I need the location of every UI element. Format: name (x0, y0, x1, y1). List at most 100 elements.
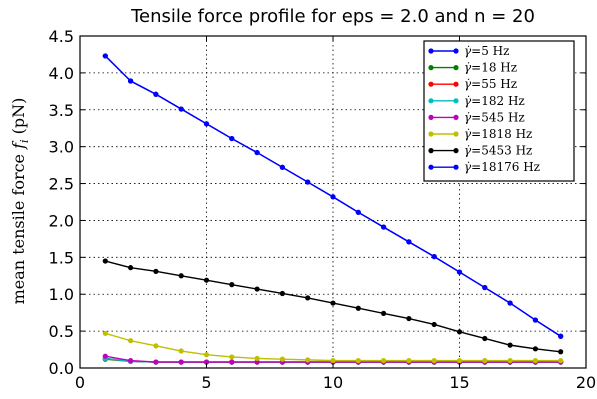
legend-item-1: γ̇=5 Hz (428, 44, 509, 58)
legend-label: γ̇=5 Hz (464, 44, 509, 58)
data-point (558, 333, 564, 339)
y-axis-label-var: f (9, 140, 28, 150)
legend-item-2: γ̇=18 Hz (428, 61, 517, 75)
legend: γ̇=5 Hzγ̇=18 Hzγ̇=55 Hzγ̇=182 Hzγ̇=545 H… (423, 40, 575, 182)
data-point (153, 359, 159, 365)
data-point (254, 359, 260, 365)
data-point (406, 315, 412, 322)
x-tick-label: 0 (75, 373, 85, 392)
data-point (381, 310, 387, 317)
y-tick-label: 0.0 (49, 359, 74, 378)
data-point (507, 300, 513, 306)
legend-series-name: =545 Hz (471, 110, 525, 124)
data-point (482, 335, 488, 342)
data-point (330, 194, 336, 200)
data-point (456, 329, 463, 335)
ticks-layer: 0 5 10 15 20 0.0 0.5 1.0 1.5 2.0 2.5 3.0 3.5 4.0 4.5 (49, 27, 597, 392)
data-point (482, 284, 488, 291)
legend-series-name: =5453 Hz (471, 144, 532, 158)
data-point (431, 253, 437, 260)
data-point (532, 358, 539, 364)
legend-swatch-marker (428, 164, 434, 170)
y-tick-label: 3.5 (49, 101, 74, 120)
legend-label: γ̇=545 Hz (464, 110, 525, 124)
data-point (330, 300, 336, 306)
legend-symbol: γ̇ (464, 160, 472, 174)
legend-box (423, 40, 575, 182)
legend-swatch-marker (453, 148, 459, 154)
legend-swatch-marker (453, 48, 459, 54)
data-point (203, 121, 210, 127)
y-axis-label: mean tensile force fi (pN) (9, 98, 31, 305)
data-point (355, 209, 361, 215)
legend-swatch-marker (428, 114, 434, 120)
x-tick-label: 15 (449, 373, 469, 392)
data-point (381, 358, 387, 364)
legend-swatch-marker (428, 148, 434, 154)
data-point (229, 282, 235, 288)
data-point (254, 355, 260, 362)
legend-swatch-marker (428, 98, 434, 104)
y-tick-label: 4.0 (49, 64, 74, 83)
legend-item-8: γ̇=18176 Hz (428, 160, 540, 174)
data-point (305, 295, 311, 301)
data-point (229, 354, 235, 360)
y-tick-label: 1.0 (49, 285, 74, 304)
legend-label: γ̇=18176 Hz (464, 160, 540, 174)
legend-items: γ̇=5 Hzγ̇=18 Hzγ̇=55 Hzγ̇=182 Hzγ̇=545 H… (428, 44, 540, 174)
data-point (178, 348, 184, 354)
legend-symbol: γ̇ (464, 44, 472, 58)
data-point (507, 358, 513, 364)
series-layer (102, 53, 564, 365)
legend-series-name: =1818 Hz (471, 127, 532, 141)
y-tick-label: 3.0 (49, 138, 74, 157)
data-point (558, 349, 564, 355)
data-point (279, 164, 285, 170)
legend-label: γ̇=18 Hz (464, 61, 517, 75)
data-point (102, 53, 108, 59)
data-point (254, 149, 260, 156)
legend-label: γ̇=5453 Hz (464, 144, 532, 158)
data-point (128, 358, 134, 364)
legend-label: γ̇=55 Hz (464, 77, 517, 91)
legend-label: γ̇=1818 Hz (464, 127, 532, 141)
data-point (128, 265, 134, 271)
legend-symbol: γ̇ (464, 127, 472, 141)
data-point (305, 357, 311, 363)
data-point (305, 179, 311, 185)
y-tick-label: 1.5 (49, 248, 74, 267)
data-point (153, 268, 159, 274)
y-tick-label: 4.5 (49, 27, 74, 46)
grid-layer (80, 36, 586, 368)
legend-item-6: γ̇=1818 Hz (428, 127, 532, 141)
x-tick-label: 10 (323, 373, 343, 392)
y-tick-label: 2.0 (49, 211, 74, 230)
data-point (254, 286, 260, 292)
data-point (330, 358, 336, 364)
legend-swatch-marker (453, 81, 459, 87)
legend-symbol: γ̇ (464, 61, 472, 75)
data-point (482, 358, 488, 364)
legend-symbol: γ̇ (464, 144, 472, 158)
legend-swatch-marker (453, 131, 459, 137)
data-point (431, 358, 437, 364)
legend-swatch-marker (453, 65, 459, 71)
data-point (279, 290, 285, 297)
data-point (128, 338, 134, 344)
legend-item-3: γ̇=55 Hz (428, 77, 517, 91)
data-point (406, 358, 412, 364)
data-point (153, 91, 159, 97)
series-6 (102, 330, 564, 364)
data-point (381, 224, 387, 230)
series-7 (102, 258, 564, 355)
data-point (178, 359, 184, 365)
legend-swatch-marker (453, 164, 459, 170)
legend-series-name: =55 Hz (471, 77, 517, 91)
data-point (558, 358, 564, 364)
y-axis-label-main: mean tensile force (9, 149, 28, 305)
data-point (153, 343, 159, 349)
legend-series-name: =5 Hz (471, 44, 509, 58)
data-point (128, 78, 134, 84)
data-point (229, 135, 235, 142)
